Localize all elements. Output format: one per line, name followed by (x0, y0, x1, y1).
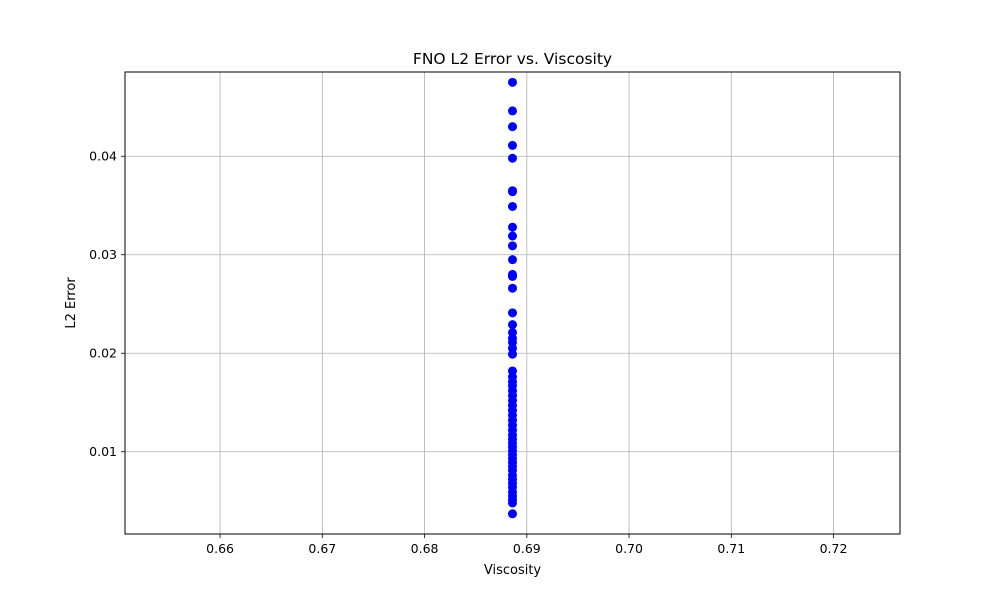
chart-title: FNO L2 Error vs. Viscosity (413, 50, 612, 68)
x-tick-label: 0.72 (820, 541, 848, 556)
y-axis-label: L2 Error (64, 277, 79, 329)
data-point (508, 509, 517, 519)
x-tick-label: 0.66 (206, 541, 234, 556)
x-tick-label: 0.70 (615, 541, 643, 556)
data-point (508, 255, 517, 265)
data-point (508, 106, 517, 116)
data-point (508, 498, 517, 508)
x-axis-label: Viscosity (484, 563, 542, 578)
data-point (508, 283, 517, 293)
x-axis: 0.66 0.67 0.68 0.69 0.70 0.71 0.72 (206, 534, 847, 556)
y-tick-label: 0.04 (89, 149, 117, 164)
data-point (508, 308, 517, 318)
data-point (508, 320, 517, 330)
y-tick-label: 0.01 (89, 444, 117, 459)
x-tick-label: 0.69 (513, 541, 541, 556)
data-point (508, 222, 517, 232)
data-point (508, 122, 517, 132)
x-tick-label: 0.68 (411, 541, 439, 556)
x-tick-label: 0.67 (308, 541, 336, 556)
y-tick-label: 0.02 (89, 346, 117, 361)
data-point (508, 153, 517, 163)
data-points (508, 77, 517, 519)
data-point (508, 241, 517, 251)
plot-area (124, 71, 901, 535)
data-point (508, 77, 517, 87)
data-point (508, 271, 517, 281)
data-point (508, 201, 517, 211)
data-point (508, 140, 517, 150)
y-axis: 0.01 0.02 0.03 0.04 (89, 149, 125, 459)
y-tick-label: 0.03 (89, 247, 117, 262)
x-tick-label: 0.71 (717, 541, 745, 556)
data-point (508, 349, 517, 359)
data-point (508, 187, 517, 197)
data-point (508, 231, 517, 241)
